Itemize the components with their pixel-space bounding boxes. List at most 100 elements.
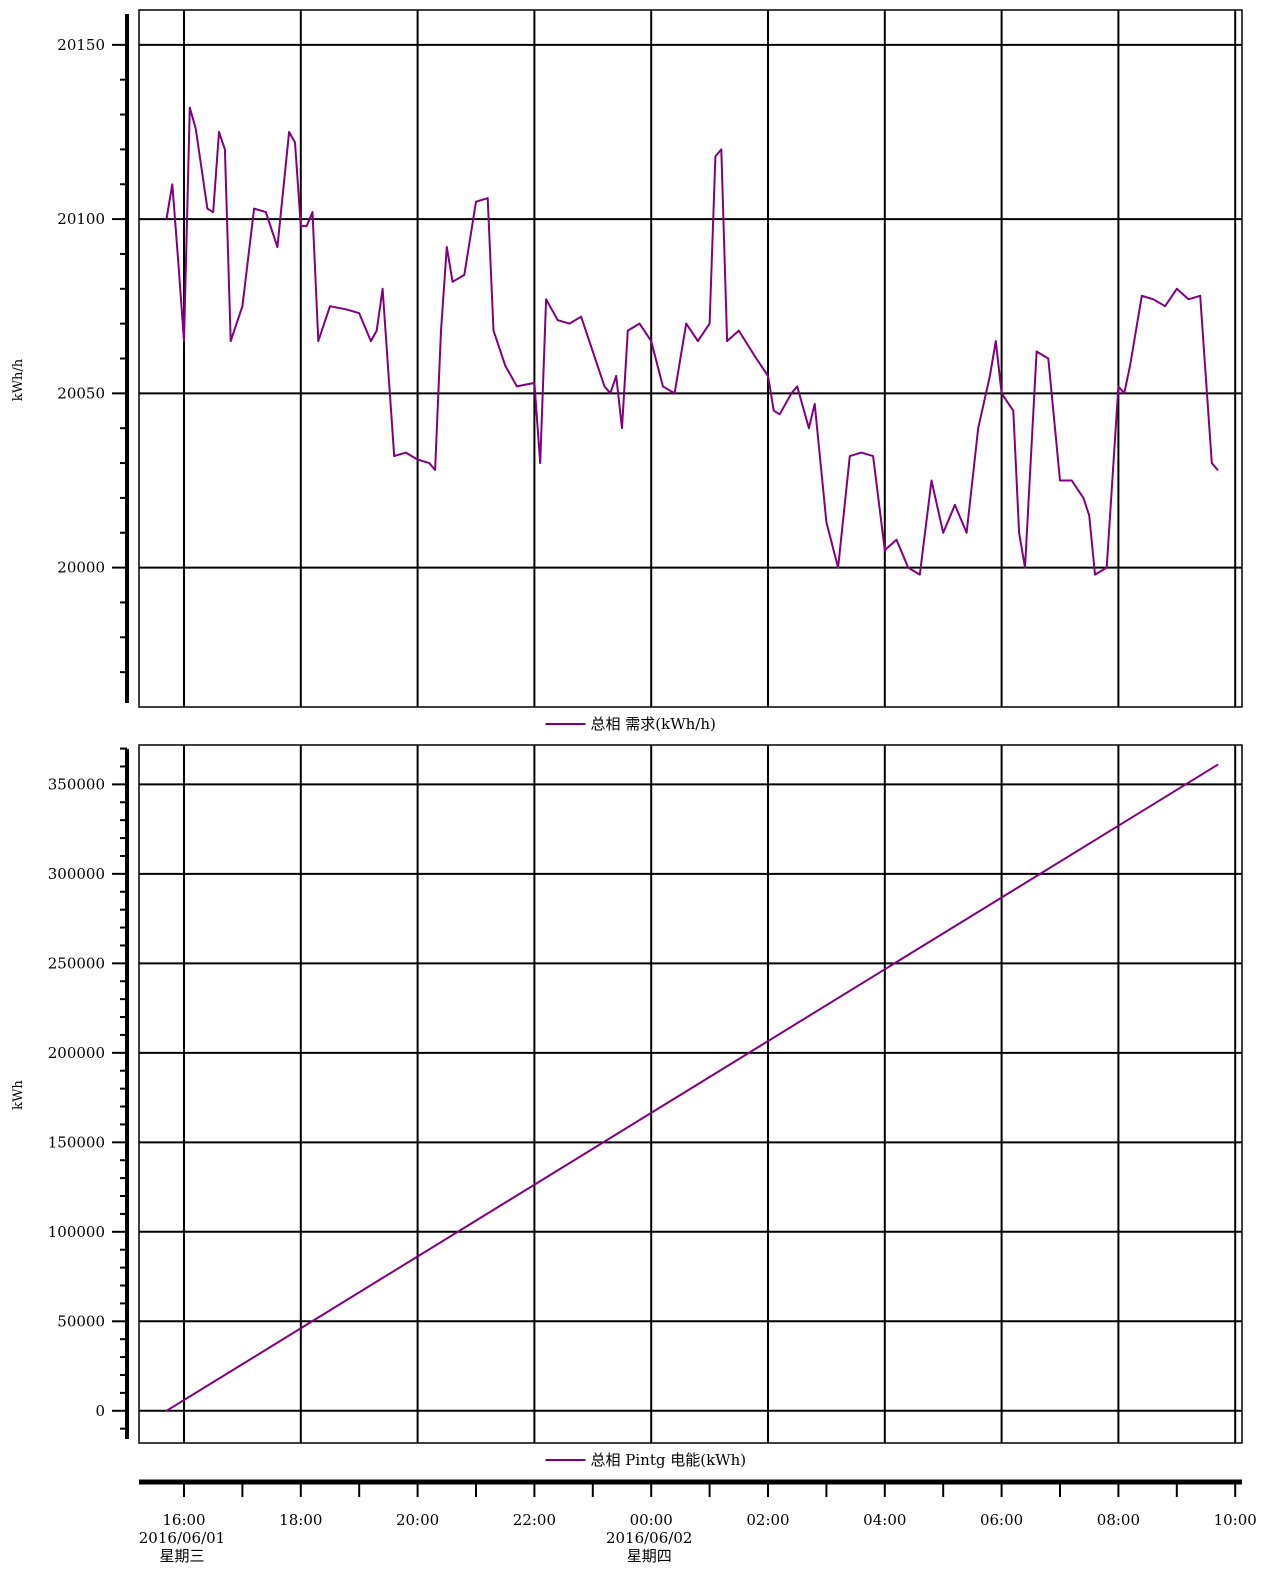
data-point	[860, 451, 863, 454]
y-tick-label: 150000	[48, 1133, 105, 1151]
data-point	[673, 392, 676, 395]
y-tick-label: 20000	[57, 559, 105, 577]
data-point	[288, 131, 290, 133]
y-tick-label: 50000	[57, 1312, 105, 1330]
data-point	[463, 274, 466, 276]
data-point	[580, 315, 582, 318]
date-label: 2016/06/01	[139, 1529, 225, 1547]
data-point	[545, 298, 547, 301]
data-point	[942, 532, 944, 534]
time-tick-label: 00:00	[630, 1511, 673, 1529]
weekday-label: 星期四	[627, 1547, 672, 1565]
data-point	[720, 148, 723, 151]
time-tick-label: 16:00	[162, 1511, 205, 1529]
data-point	[194, 127, 197, 130]
data-point	[837, 566, 839, 569]
data-point	[440, 329, 442, 332]
data-point	[171, 183, 174, 186]
data-point	[504, 364, 507, 367]
data-point	[206, 207, 209, 210]
data-point	[434, 469, 436, 471]
data-point	[790, 392, 793, 395]
data-point	[305, 225, 308, 227]
data-point	[1047, 357, 1050, 360]
data-point	[241, 305, 244, 308]
data-point	[977, 427, 979, 430]
data-point	[697, 340, 699, 342]
data-point	[738, 329, 740, 332]
data-point	[557, 319, 559, 322]
data-point	[492, 329, 495, 332]
data-point	[1129, 364, 1131, 367]
data-point	[1211, 462, 1213, 464]
data-point	[486, 197, 489, 199]
data-point	[218, 131, 220, 133]
series-line	[165, 763, 1219, 1412]
data-point	[1000, 392, 1003, 395]
data-point	[446, 246, 448, 248]
y-tick-label: 100000	[48, 1223, 105, 1241]
plot-frame	[138, 744, 1243, 1444]
data-point	[884, 549, 886, 551]
data-point	[895, 538, 898, 541]
data-point	[568, 322, 571, 325]
data-point	[551, 308, 553, 311]
y-tick-label: 200000	[48, 1044, 105, 1062]
data-point	[1216, 469, 1219, 471]
energy-panel: 0 50000 100000 150000 200000 250000 300000 3500…	[11, 744, 1243, 1469]
data-point	[346, 308, 349, 311]
data-point	[451, 281, 454, 283]
data-point	[609, 392, 612, 395]
time-tick-label: 06:00	[980, 1511, 1023, 1529]
data-point	[872, 455, 874, 457]
data-point	[1059, 479, 1061, 482]
data-point	[907, 566, 909, 569]
data-point	[1164, 305, 1166, 308]
data-point	[773, 410, 775, 412]
time-tick-label: 04:00	[863, 1511, 906, 1529]
data-point	[416, 458, 419, 461]
plot-frame	[138, 9, 1243, 708]
data-point	[650, 340, 652, 342]
data-point	[1123, 392, 1125, 395]
data-point	[1117, 385, 1120, 388]
data-point	[1082, 497, 1085, 499]
data-point	[755, 357, 758, 360]
data-point	[1152, 298, 1155, 301]
y-tick-label: 20100	[57, 210, 105, 228]
data-point	[1187, 298, 1190, 301]
data-point	[189, 106, 191, 109]
time-tick-label: 18:00	[279, 1511, 322, 1529]
y-axis-label: kWh	[11, 1080, 26, 1110]
data-point	[1094, 573, 1096, 576]
data-point	[796, 385, 798, 388]
data-point	[965, 532, 968, 534]
data-point	[276, 246, 279, 248]
data-point	[475, 200, 477, 203]
data-point	[370, 340, 372, 342]
legend-label: 总相 需求(kWh/h)	[591, 715, 716, 733]
data-point	[165, 1410, 168, 1412]
time-tick-label: 02:00	[746, 1511, 789, 1529]
data-point	[825, 521, 828, 524]
y-tick-label: 0	[95, 1402, 105, 1420]
y-tick-label: 300000	[48, 865, 105, 883]
data-point	[212, 211, 214, 213]
data-point	[989, 375, 991, 377]
data-point	[358, 312, 361, 315]
data-point	[603, 385, 606, 388]
data-point	[778, 413, 781, 416]
data-point	[813, 403, 816, 405]
data-point	[539, 462, 541, 464]
data-point	[1070, 479, 1073, 482]
data-point	[317, 340, 320, 342]
data-point	[662, 385, 664, 388]
data-point	[1199, 295, 1201, 297]
data-point	[685, 322, 687, 325]
data-point	[183, 340, 185, 342]
data-point	[708, 322, 711, 325]
data-point	[381, 288, 384, 290]
data-point	[224, 148, 226, 151]
legend-label: 总相 Pintg 电能(kWh)	[591, 1451, 747, 1469]
